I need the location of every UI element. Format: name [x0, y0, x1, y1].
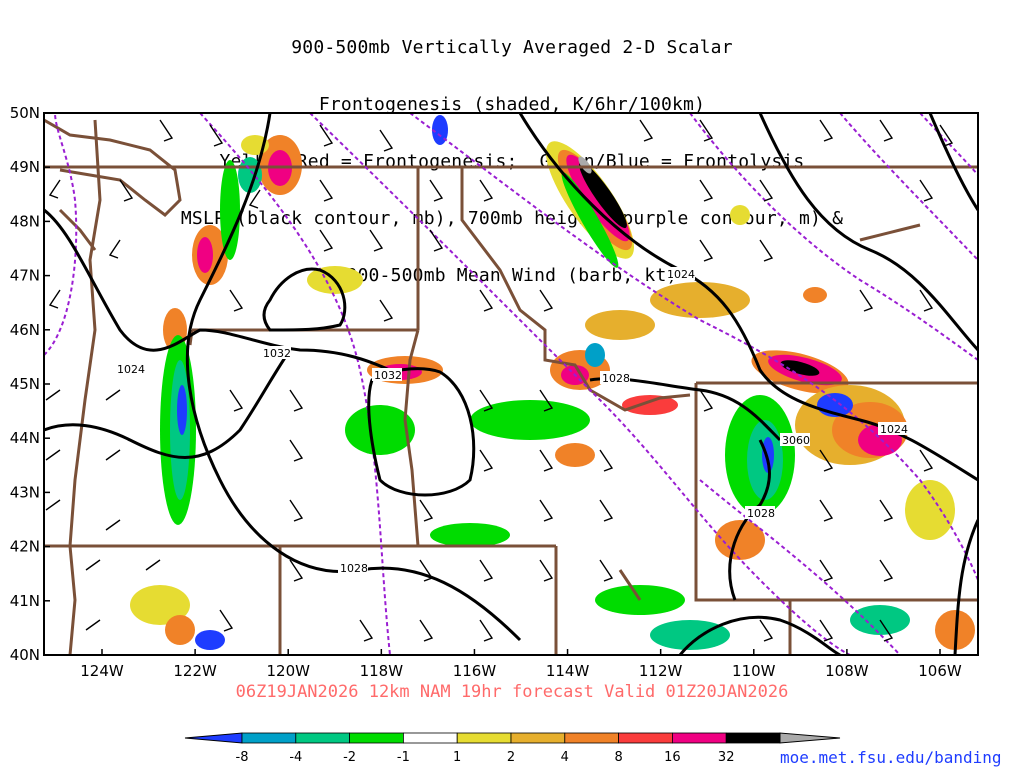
longitude-tick-label: 112W — [639, 662, 683, 680]
longitude-tick-label: 114W — [546, 662, 590, 680]
latitude-tick-label: 43N — [10, 483, 40, 501]
legend-tick-label: -2 — [343, 750, 356, 765]
latitude-tick-label: 41N — [10, 592, 40, 610]
legend-tick-label: 1 — [453, 750, 461, 765]
latitude-tick-label: 48N — [10, 212, 40, 230]
title-line: Frontogenesis (shaded, K/6hr/100km) — [318, 94, 706, 115]
latitude-tick-label: 47N — [10, 267, 40, 285]
contour-label: 1028 — [340, 562, 368, 575]
contour-label: 3060 — [782, 434, 810, 447]
latitude-tick-label: 45N — [10, 375, 40, 393]
longitude-tick-label: 120W — [266, 662, 310, 680]
height-contours — [44, 113, 978, 655]
longitude-labels: 124W 122W 120W 118W 116W 114W 112W 110W 108W 106W — [80, 649, 962, 680]
legend-swatch — [672, 732, 727, 744]
legend-swatch — [564, 732, 619, 744]
latitude-labels: 50N 49N 48N 47N 46N 45N 44N 43N 42N 41N 40N — [10, 104, 50, 664]
latitude-tick-label: 50N — [10, 104, 40, 122]
legend-swatch — [725, 732, 781, 744]
contour-labels: 1032 1024 1032 1028 1024 1028 1024 3060 … — [115, 267, 908, 575]
credit-link[interactable]: moe.met.fsu.edu/banding — [780, 748, 1002, 767]
legend-tick-label: -8 — [236, 750, 249, 765]
longitude-tick-label: 108W — [825, 662, 869, 680]
legend-tick-label: 32 — [718, 750, 735, 765]
longitude-tick-label: 116W — [453, 662, 497, 680]
legend-swatch — [510, 732, 566, 744]
legend-arrow-high — [779, 732, 841, 744]
contour-label: 1024 — [667, 268, 695, 281]
longitude-tick-label: 118W — [360, 662, 404, 680]
latitude-tick-label: 42N — [10, 538, 40, 556]
longitude-tick-label: 122W — [173, 662, 217, 680]
wind-barbs — [45, 119, 954, 642]
title-line: 900-500mb Vertically Averaged 2-D Scalar — [291, 37, 733, 58]
legend-tick-label: -4 — [289, 750, 302, 765]
state-borders — [44, 118, 978, 655]
contour-label: 1028 — [747, 507, 775, 520]
legend-tick-label: 2 — [507, 750, 515, 765]
legend-arrow-low — [184, 732, 243, 744]
frontogenesis-band-central — [751, 350, 908, 465]
contour-label: 1024 — [117, 363, 145, 376]
contour-label: 1024 — [880, 423, 908, 436]
legend-swatch — [295, 732, 350, 744]
legend-swatch — [349, 732, 404, 744]
legend-ticks: -8 -4 -2 -1 1 2 4 8 16 32 — [236, 750, 735, 765]
legend-tick-label: 16 — [664, 750, 681, 765]
contour-label: 1028 — [602, 372, 630, 385]
contour-label: 1032 — [374, 369, 402, 382]
contour-label: 1032 — [263, 347, 291, 360]
latitude-tick-label: 40N — [10, 646, 40, 664]
legend-swatch — [618, 732, 673, 744]
legend-swatch — [402, 732, 458, 744]
legend-bar — [184, 732, 841, 744]
forecast-run-label: 06Z19JAN2026 12km NAM 19hr forecast Vali… — [235, 682, 789, 702]
legend-tick-label: -1 — [397, 750, 410, 765]
legend-swatch — [241, 732, 297, 744]
legend-swatch — [456, 732, 512, 744]
longitude-tick-label: 110W — [732, 662, 776, 680]
longitude-tick-label: 106W — [918, 662, 962, 680]
title-line: 900-500mb Mean Wind (barb, kt) — [346, 265, 678, 286]
longitude-tick-label: 124W — [80, 662, 124, 680]
latitude-tick-label: 46N — [10, 321, 40, 339]
latitude-tick-label: 49N — [10, 158, 40, 176]
legend-tick-label: 4 — [561, 750, 569, 765]
legend-tick-label: 8 — [614, 750, 622, 765]
latitude-tick-label: 44N — [10, 429, 40, 447]
